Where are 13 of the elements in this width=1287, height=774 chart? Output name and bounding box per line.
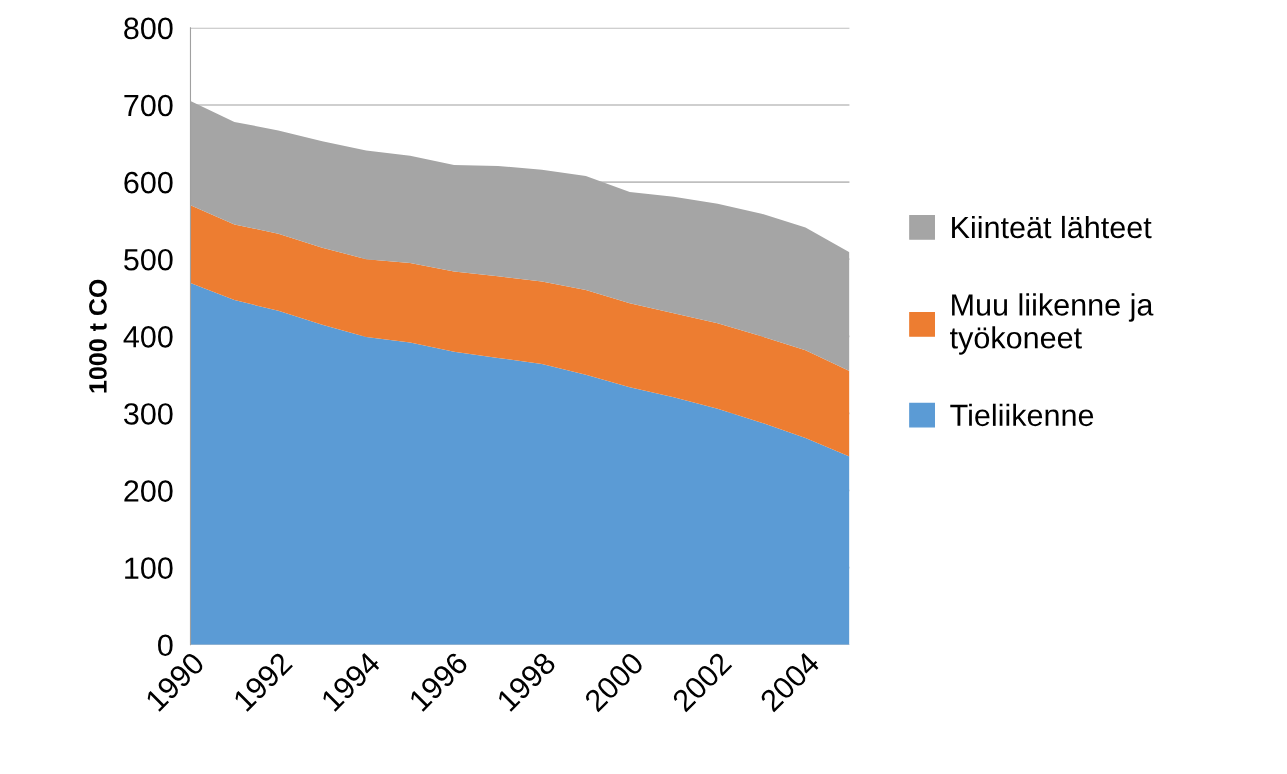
legend-label: Muu liikenne ja työkoneet [950,293,1154,355]
legend-label: Tieliikenne [950,403,1094,427]
y-tick-label: 300 [124,403,173,425]
y-tick-label: 800 [124,17,173,40]
y-tick-label: 100 [125,557,173,579]
y-tick-label: 0 [158,634,173,657]
legend-label: Kiinteät lähteet [952,215,1152,239]
y-tick-label: 400 [123,326,173,348]
y-tick-label: 500 [124,248,173,271]
y-tick-label: 600 [124,171,173,194]
y-tick-label: 200 [124,480,173,502]
y-axis-title: 1000 t CO [89,279,107,393]
y-tick-label: 700 [124,94,173,117]
